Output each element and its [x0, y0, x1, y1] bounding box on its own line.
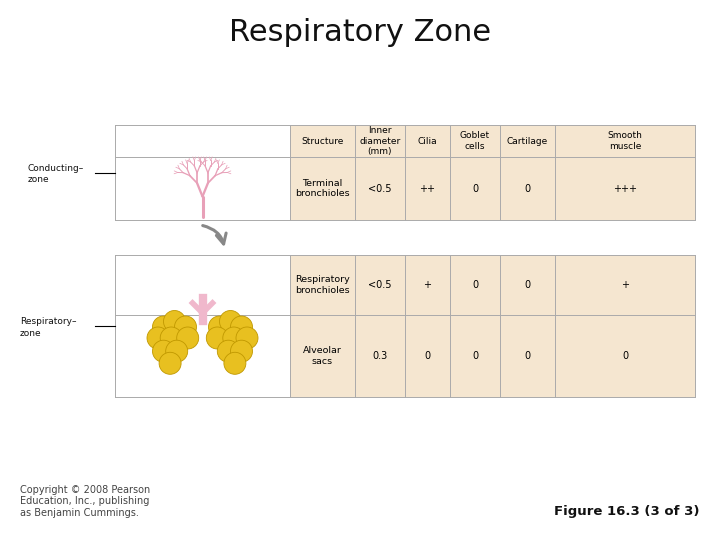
Text: 0: 0 [524, 351, 531, 361]
Circle shape [207, 327, 228, 349]
Circle shape [147, 327, 169, 349]
Text: 0.3: 0.3 [372, 351, 387, 361]
Text: 0: 0 [524, 184, 531, 193]
Text: ++: ++ [420, 184, 436, 193]
Text: 0: 0 [524, 280, 531, 290]
Circle shape [153, 316, 174, 338]
Text: Conducting–: Conducting– [28, 164, 84, 173]
Text: Figure 16.3 (3 of 3): Figure 16.3 (3 of 3) [554, 505, 700, 518]
Text: 0: 0 [622, 351, 628, 361]
Text: Terminal
bronchioles: Terminal bronchioles [295, 179, 350, 198]
Text: Respiratory
bronchioles: Respiratory bronchioles [295, 275, 350, 295]
Circle shape [153, 340, 174, 362]
Circle shape [230, 340, 253, 362]
Text: +++: +++ [613, 184, 637, 193]
Text: <0.5: <0.5 [368, 280, 392, 290]
Circle shape [176, 327, 199, 349]
Text: 0: 0 [472, 351, 478, 361]
Text: 0: 0 [424, 351, 431, 361]
Circle shape [209, 316, 230, 338]
Text: Copyright © 2008 Pearson
Education, Inc., publishing
as Benjamin Cummings.: Copyright © 2008 Pearson Education, Inc.… [20, 485, 150, 518]
Circle shape [224, 352, 246, 374]
Bar [290, 315, 695, 397]
Circle shape [166, 340, 188, 362]
Text: Inner
diameter
(mm): Inner diameter (mm) [359, 126, 400, 156]
Text: <0.5: <0.5 [368, 184, 392, 193]
Text: Goblet
cells: Goblet cells [460, 131, 490, 151]
Text: +: + [423, 280, 431, 290]
Circle shape [230, 316, 253, 338]
Circle shape [159, 352, 181, 374]
Text: Alveolar
sacs: Alveolar sacs [303, 346, 342, 366]
Circle shape [217, 340, 239, 362]
Circle shape [163, 310, 186, 333]
Text: Structure: Structure [301, 137, 343, 145]
Circle shape [220, 310, 241, 333]
Bar [290, 157, 695, 220]
Text: +: + [621, 280, 629, 290]
Text: Respiratory–: Respiratory– [20, 318, 76, 327]
Text: zone: zone [20, 328, 42, 338]
Circle shape [174, 316, 197, 338]
Text: Respiratory Zone: Respiratory Zone [229, 18, 491, 47]
Text: Cartilage: Cartilage [507, 137, 548, 145]
Text: 0: 0 [472, 184, 478, 193]
Text: zone: zone [28, 175, 50, 184]
Bar [290, 255, 695, 315]
Circle shape [236, 327, 258, 349]
Text: Smooth
muscle: Smooth muscle [608, 131, 642, 151]
Circle shape [222, 327, 245, 349]
Text: Cilia: Cilia [418, 137, 437, 145]
Bar [290, 125, 695, 157]
Circle shape [160, 327, 182, 349]
Text: 0: 0 [472, 280, 478, 290]
